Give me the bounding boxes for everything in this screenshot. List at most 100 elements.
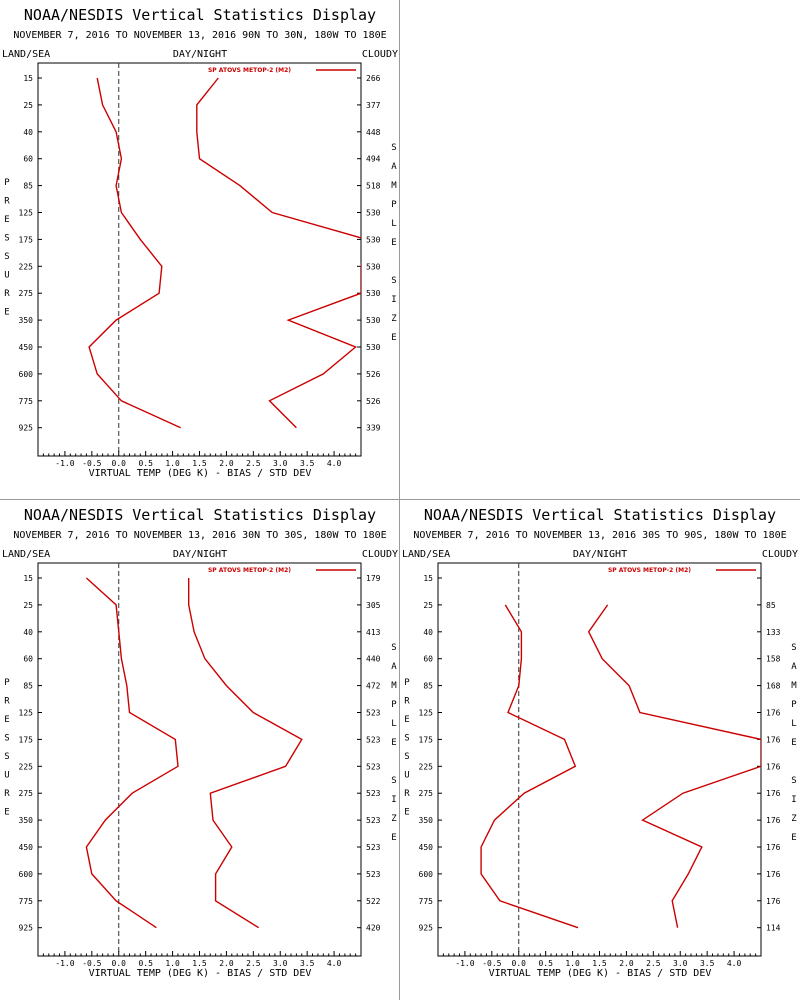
chart-title: NOAA/NESDIS Vertical Statistics Display [24, 6, 376, 24]
sample-size-label: 530 [366, 209, 381, 218]
chart-panel-tropics: NOAA/NESDIS Vertical Statistics Display N… [2, 506, 398, 979]
pressure-level-label: 25 [23, 101, 33, 110]
sample-size-label: 305 [366, 601, 381, 610]
sample-size-label: 85 [766, 601, 776, 610]
sample-size-label: 176 [766, 709, 781, 718]
sample-size-label: 176 [766, 870, 781, 879]
pressure-level-label: 175 [19, 235, 34, 244]
x-tick-label: 3.5 [300, 959, 315, 968]
x-axis-label: VIRTUAL TEMP (DEG K) - BIAS / STD DEV [489, 968, 712, 979]
sample-size-label: 133 [766, 628, 781, 637]
x-tick-label: 2.0 [619, 959, 634, 968]
pressure-level-label: 275 [419, 789, 434, 798]
sample-size-label: 523 [366, 735, 381, 744]
x-tick-label: 0.0 [512, 959, 527, 968]
pressure-level-label: 15 [23, 74, 33, 83]
x-tick-label: 4.0 [327, 459, 342, 468]
sample-size-label: 526 [366, 370, 381, 379]
sample-size-label: 518 [366, 182, 381, 191]
panel-divider-horizontal [0, 499, 800, 500]
chart-panel-south: NOAA/NESDIS Vertical Statistics Display N… [402, 506, 798, 979]
x-tick-label: 1.5 [192, 959, 207, 968]
plot-frame [37, 562, 362, 957]
chart-subtitle: NOVEMBER 7, 2016 TO NOVEMBER 13, 2016 30… [13, 530, 386, 541]
pressure-level-label: 15 [423, 574, 433, 583]
x-tick-label: 3.0 [273, 459, 288, 468]
sample-size-label: 530 [366, 235, 381, 244]
header-day-night: DAY/NIGHT [173, 49, 227, 60]
pressure-level-label: 450 [19, 343, 34, 352]
legend-label: SP ATOVS METOP-2 (M2) [208, 67, 291, 74]
x-tick-label: 2.5 [246, 459, 261, 468]
pressure-level-label: 125 [19, 209, 34, 218]
x-axis-label: VIRTUAL TEMP (DEG K) - BIAS / STD DEV [89, 468, 312, 479]
pressure-level-label: 350 [19, 816, 34, 825]
pressure-level-label: 225 [419, 762, 434, 771]
sample-size-label: 523 [366, 789, 381, 798]
pressure-level-label: 25 [423, 601, 433, 610]
pressure-level-label: 275 [19, 789, 34, 798]
sample-size-label: 339 [366, 424, 381, 433]
pressure-level-label: 60 [423, 655, 433, 664]
pressure-level-label: 450 [419, 843, 434, 852]
pressure-level-label: 60 [23, 655, 33, 664]
pressure-level-label: 450 [19, 843, 34, 852]
sample-size-label: 530 [366, 289, 381, 298]
sample-size-label: 176 [766, 735, 781, 744]
pressure-level-label: 600 [19, 870, 34, 879]
x-tick-label: 1.0 [565, 959, 580, 968]
sample-size-label: 440 [366, 655, 381, 664]
x-tick-label: 0.5 [138, 459, 153, 468]
sample-size-label: 523 [366, 762, 381, 771]
x-tick-label: 3.0 [673, 959, 688, 968]
sample-size-label: 176 [766, 789, 781, 798]
pressure-level-label: 600 [419, 870, 434, 879]
series-line-bias [88, 77, 181, 429]
x-tick-label: 0.5 [538, 959, 553, 968]
pressure-level-label: 925 [19, 924, 34, 933]
x-tick-label: 2.0 [219, 959, 234, 968]
series-line-std-dev [196, 77, 361, 429]
pressure-level-label: 60 [23, 155, 33, 164]
plot-frame [37, 62, 362, 457]
pressure-level-label: 125 [19, 709, 34, 718]
pressure-level-label: 40 [23, 128, 33, 137]
sample-size-label: 472 [366, 682, 381, 691]
sample-size-label: 530 [366, 262, 381, 271]
x-tick-label: 1.5 [592, 959, 607, 968]
header-land-sea: LAND/SEA [402, 549, 450, 560]
pressure-level-label: 40 [423, 628, 433, 637]
plot-frame [437, 562, 762, 957]
header-day-night: DAY/NIGHT [173, 549, 227, 560]
x-tick-label: -0.5 [482, 959, 501, 968]
legend-label: SP ATOVS METOP-2 (M2) [208, 567, 291, 574]
header-land-sea: LAND/SEA [2, 49, 50, 60]
pressure-level-label: 775 [19, 397, 34, 406]
x-tick-label: 1.0 [165, 959, 180, 968]
x-tick-label: 3.0 [273, 959, 288, 968]
sample-size-label: 176 [766, 816, 781, 825]
x-tick-label: -1.0 [55, 459, 74, 468]
x-tick-label: 2.5 [246, 959, 261, 968]
sample-size-label: 526 [366, 397, 381, 406]
sample-size-label: 176 [766, 762, 781, 771]
x-tick-label: 3.5 [700, 959, 715, 968]
sample-size-label: 523 [366, 816, 381, 825]
pressure-level-label: 85 [423, 682, 433, 691]
header-cloudy: CLOUDY [362, 549, 398, 560]
pressure-level-label: 775 [19, 897, 34, 906]
sample-size-label: 377 [366, 101, 381, 110]
sample-size-label: 523 [366, 709, 381, 718]
series-line-bias [480, 604, 579, 929]
x-tick-label: 0.5 [138, 959, 153, 968]
x-tick-label: -0.5 [82, 459, 101, 468]
sample-size-label: 494 [366, 155, 381, 164]
sample-size-label: 176 [766, 897, 781, 906]
sample-size-label: 523 [366, 870, 381, 879]
pressure-level-label: 85 [23, 682, 33, 691]
sample-size-label: 179 [366, 574, 381, 583]
sample-size-label: 158 [766, 655, 781, 664]
pressure-level-label: 125 [419, 709, 434, 718]
pressure-level-label: 225 [19, 762, 34, 771]
